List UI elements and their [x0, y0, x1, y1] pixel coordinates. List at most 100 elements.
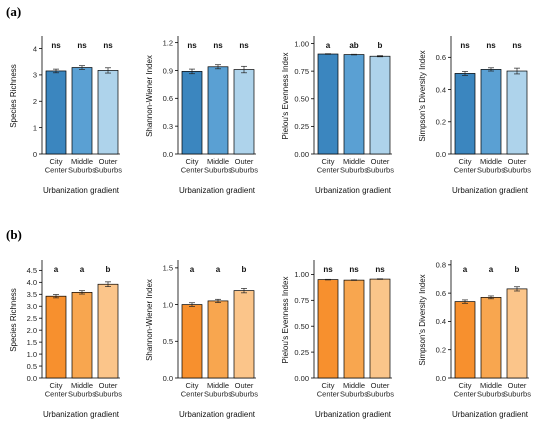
bar — [343, 54, 365, 155]
bar — [317, 279, 339, 379]
x-tick-label: Middle — [207, 381, 229, 390]
significance-label: ns — [375, 265, 385, 274]
x-tick-label: Outer — [508, 157, 527, 166]
x-tick-label: Center — [45, 166, 68, 175]
x-tick-label: Suburbs — [94, 166, 122, 175]
x-tick-label: Suburbs — [477, 166, 505, 175]
chart-8: 0.0 0.2 0.4 0.6 0.8 Simpson's Diversity Index… — [418, 260, 531, 419]
x-tick-label: Suburbs — [366, 390, 394, 399]
y-tick-label: 2.0 — [27, 326, 37, 335]
x-tick-label: Suburbs — [230, 390, 258, 399]
x-tick-label: Suburbs — [94, 390, 122, 399]
x-tick-label: Center — [454, 166, 477, 175]
x-tick-label: Outer — [371, 381, 390, 390]
x-tick-label: Outer — [99, 381, 118, 390]
x-axis-title: Urbanization gradient — [315, 186, 392, 195]
y-tick-label: 0.0 — [163, 374, 173, 383]
y-tick-label: 1.5 — [27, 338, 37, 347]
y-tick-label: 0.0 — [27, 374, 37, 383]
x-axis-title: Urbanization gradient — [315, 410, 392, 419]
bar — [233, 290, 255, 379]
x-tick-label: Outer — [235, 157, 254, 166]
bar — [233, 69, 255, 155]
panel-a-label: (a) — [6, 4, 22, 19]
y-tick-label: 3.5 — [27, 290, 37, 299]
y-tick-label: 0.4 — [436, 317, 446, 326]
y-tick-label: 1.5 — [163, 264, 173, 273]
bar — [317, 53, 339, 155]
x-tick-label: Suburbs — [503, 166, 531, 175]
y-tick-label: 2 — [33, 97, 37, 106]
x-tick-label: City — [50, 157, 63, 166]
y-axis-title: Species Richness — [9, 288, 18, 352]
x-tick-label: Middle — [480, 157, 502, 166]
bar — [181, 304, 203, 379]
y-tick-label: 0.9 — [163, 66, 173, 75]
x-tick-label: Outer — [235, 381, 254, 390]
y-tick-label: 0.6 — [436, 289, 446, 298]
significance-label: ns — [213, 41, 223, 50]
significance-label: b — [242, 265, 247, 274]
x-tick-label: Suburbs — [503, 390, 531, 399]
significance-label: a — [463, 265, 468, 274]
y-tick-label: 0.00 — [294, 374, 309, 383]
y-tick-label: 1.00 — [294, 270, 309, 279]
chart-7: 0.00 0.25 0.50 0.75 1.00 Pielou's Evenness In… — [281, 260, 394, 419]
bar — [480, 69, 502, 155]
significance-label: b — [515, 265, 520, 274]
x-tick-label: Suburbs — [366, 166, 394, 175]
y-axis-title: Shannon-Wiener Index — [145, 55, 154, 137]
x-axis-title: Urbanization gradient — [43, 410, 120, 419]
x-tick-label: Center — [317, 166, 340, 175]
y-tick-label: 0.25 — [294, 348, 309, 357]
y-tick-label: 0.2 — [436, 118, 446, 127]
x-tick-label: Center — [454, 390, 477, 399]
y-tick-label: 1.00 — [294, 39, 309, 48]
y-axis-title: Simpson's Diversity Index — [418, 274, 427, 365]
x-tick-label: Suburbs — [477, 390, 505, 399]
x-tick-label: City — [459, 157, 472, 166]
y-tick-label: 1.0 — [27, 350, 37, 359]
y-axis-title: Simpson's Diversity Index — [418, 50, 427, 141]
x-tick-label: Suburbs — [230, 166, 258, 175]
y-tick-label: 1.2 — [163, 38, 173, 47]
x-tick-label: Center — [317, 390, 340, 399]
y-tick-label: 0.4 — [436, 85, 446, 94]
bar — [506, 70, 528, 155]
y-tick-label: 0.25 — [294, 122, 309, 131]
y-tick-label: 0.0 — [163, 150, 173, 159]
significance-label: ns — [187, 41, 197, 50]
x-axis-title: Urbanization gradient — [179, 410, 256, 419]
significance-label: ns — [77, 41, 87, 50]
y-tick-label: 4 — [33, 44, 37, 53]
chart-5: 0.0 0.5 1.0 1.5 2.0 2.5 3.0 3.5 4.0 4.5 Species Ri… — [9, 260, 122, 419]
bar — [181, 71, 203, 155]
significance-label: ns — [486, 41, 496, 50]
x-tick-label: Outer — [508, 381, 527, 390]
x-tick-label: Suburbs — [204, 390, 232, 399]
y-tick-label: 1 — [33, 123, 37, 132]
bar — [506, 288, 528, 379]
y-tick-label: 0.2 — [436, 346, 446, 355]
chart-4: 0.0 0.2 0.4 0.6 Simpson's Diversity Index ns C… — [418, 36, 531, 195]
chart-2: 0.0 0.3 0.6 0.9 1.2 Shannon-Wiener Index ns Cit… — [145, 36, 258, 195]
y-tick-label: 4.5 — [27, 266, 37, 275]
x-tick-label: City — [322, 381, 335, 390]
x-axis-title: Urbanization gradient — [179, 186, 256, 195]
chart-3: 0.00 0.25 0.50 0.75 1.00 Pielou's Evenness In… — [281, 36, 394, 195]
x-tick-label: Middle — [343, 381, 365, 390]
x-axis-title: Urbanization gradient — [43, 186, 120, 195]
y-axis-title: Pielou's Evenness Index — [281, 53, 290, 140]
bar — [480, 297, 502, 379]
y-tick-label: 0.3 — [163, 122, 173, 131]
x-tick-label: City — [186, 157, 199, 166]
bar — [369, 278, 391, 379]
significance-label: ab — [349, 41, 358, 50]
bar — [97, 283, 119, 379]
significance-label: ns — [512, 41, 522, 50]
y-tick-label: 3 — [33, 71, 37, 80]
y-tick-label: 3.0 — [27, 302, 37, 311]
bar — [45, 295, 67, 379]
significance-label: b — [106, 265, 111, 274]
significance-label: b — [378, 41, 383, 50]
